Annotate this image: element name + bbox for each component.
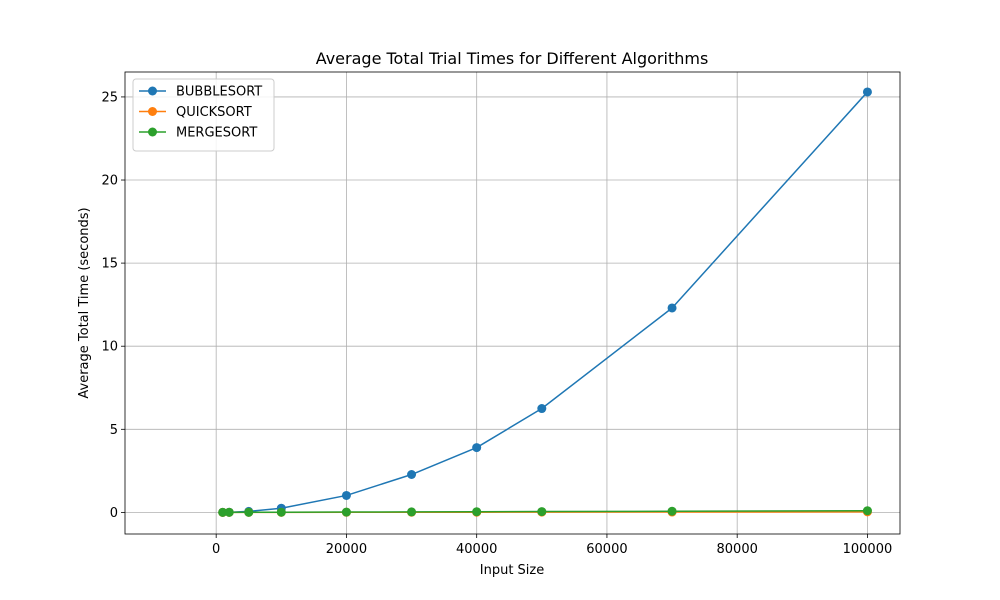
data-point-mergesort [407,507,417,517]
data-point-bubblesort [667,303,677,313]
data-point-bubblesort [472,443,482,453]
legend-marker-bubblesort [148,86,157,96]
y-tick-label: 5 [110,423,118,438]
series-layer [218,87,872,517]
legend-marker-mergesort [148,127,157,137]
series-line-mergesort [222,509,868,514]
y-axis-label: Average Total Time (seconds) [77,207,92,398]
x-tick-label: 40000 [456,542,497,557]
y-tick-label: 25 [101,90,118,105]
tick-layer: 0 20000 40000 60000 80000 100000 0 5 10 15 20 25 [101,90,892,557]
chart-title: Average Total Trial Times for Different … [316,49,709,68]
data-point-mergesort [224,507,234,517]
legend-label-quicksort: QUICKSORT [176,105,252,120]
data-point-mergesort [862,506,872,516]
y-tick-label: 10 [101,340,118,355]
series-mergesort [218,506,872,517]
legend: BUBBLESORT QUICKSORT MERGESORT [132,78,275,152]
x-tick-label: 60000 [586,542,627,557]
x-tick-label: 0 [212,542,220,557]
plot-frame [124,71,901,535]
x-tick-label: 20000 [326,542,367,557]
legend-label-bubblesort: BUBBLESORT [176,85,262,100]
legend-label-mergesort: MERGESORT [176,126,257,141]
legend-box [132,78,275,152]
data-point-bubblesort [537,404,547,414]
data-point-bubblesort [862,87,872,97]
y-tick-label: 20 [101,174,118,189]
data-point-bubblesort [407,470,417,480]
data-point-mergesort [341,507,351,517]
data-point-mergesort [218,507,228,517]
x-tick-label: 80000 [717,542,758,557]
data-point-mergesort [472,507,482,517]
legend-marker-quicksort [148,107,157,116]
data-point-bubblesort [341,490,351,500]
data-point-mergesort [537,507,547,517]
data-point-mergesort [244,507,254,517]
x-tick-label: 100000 [843,542,893,557]
data-point-mergesort [276,507,286,517]
x-axis-label: Input Size [480,563,544,578]
data-point-mergesort [667,506,677,516]
y-tick-label: 15 [101,257,118,272]
y-tick-label: 0 [110,506,118,521]
